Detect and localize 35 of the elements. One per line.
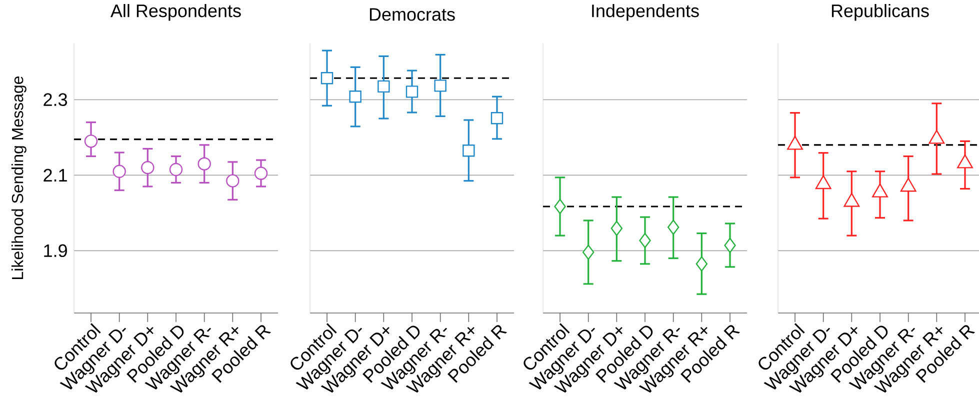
chart-title: All Respondents [110,4,241,21]
point [349,90,362,103]
point [406,86,418,98]
point [872,183,888,198]
point [169,162,183,176]
point [462,144,475,157]
chart-title: Independents [592,4,699,21]
point [696,256,708,272]
point [815,175,832,190]
point [844,192,860,207]
point [378,80,390,93]
point [141,161,154,174]
y-tick-label: 2.3 [44,93,68,106]
point [84,134,98,148]
point [787,136,803,150]
point [724,238,736,254]
point [490,112,504,124]
point [928,130,945,144]
point [254,166,268,180]
y-axis-title: Likelihood Sending Message [11,76,26,279]
point [198,157,211,170]
point [320,72,334,84]
point [900,178,916,192]
y-tick-label: 2.1 [44,168,67,182]
chart-title: Democrats [370,8,455,21]
point [610,220,623,236]
point [554,198,566,214]
point [434,80,446,92]
point [582,244,594,260]
point [112,164,126,178]
point [226,174,240,188]
point [639,232,651,248]
chart-title: Republicans [832,4,929,21]
point [667,220,680,235]
y-tick-label: 1.9 [44,244,67,258]
